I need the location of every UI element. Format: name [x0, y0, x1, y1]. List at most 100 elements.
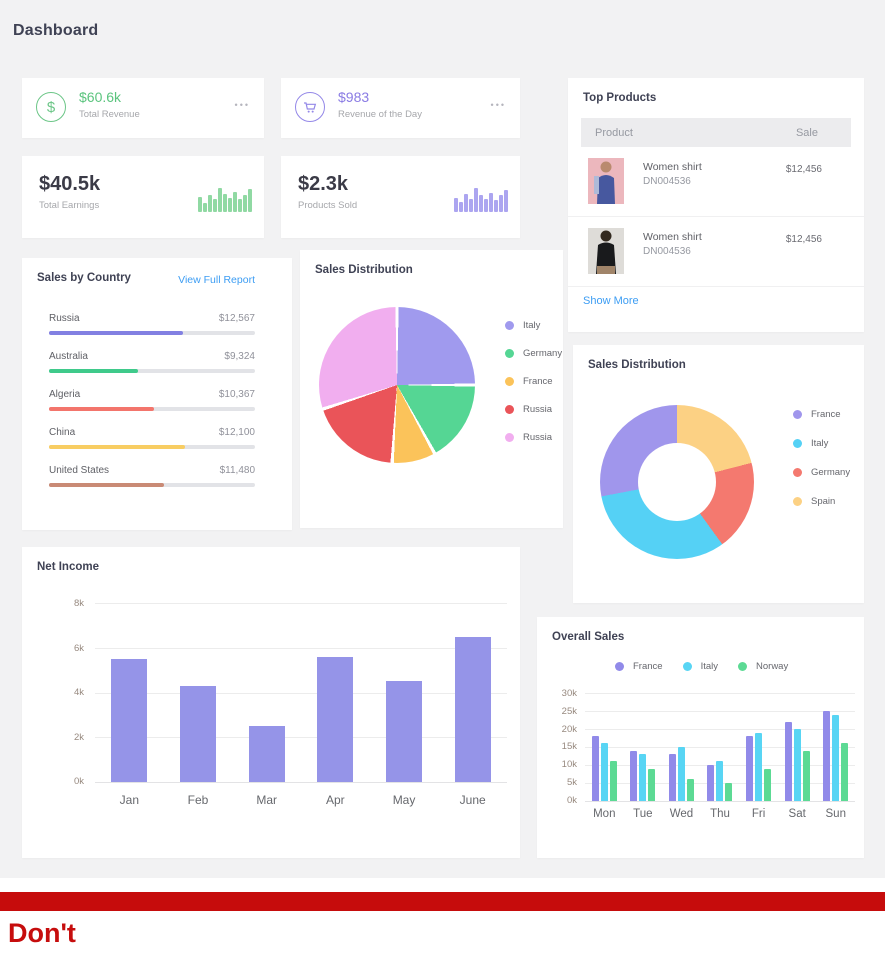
total-revenue-label: Total Revenue [79, 109, 140, 120]
country-amount: $12,100 [218, 427, 255, 438]
y-tick-label: 2k [73, 731, 84, 743]
legend-label: Russia [523, 404, 553, 415]
x-tick-label: Mon [593, 808, 616, 820]
sales-by-country-panel: Sales by Country View Full Report Russia… [22, 258, 292, 530]
sales-distribution-title: Sales Distribution [588, 359, 686, 371]
legend-label: Italy [523, 320, 541, 331]
gridline [585, 747, 855, 748]
products-sold-card: $2.3k Products Sold [281, 156, 520, 238]
country-bar-fill [49, 331, 183, 335]
sales-bar [677, 747, 685, 801]
legend-item: France [615, 661, 663, 672]
sales-bar [630, 750, 638, 801]
x-tick-label: Wed [669, 808, 694, 820]
legend-label: Spain [811, 496, 836, 507]
legend-item: Russia [505, 432, 562, 443]
sales-bar [591, 736, 599, 801]
red-divider-bar [0, 892, 885, 911]
overall-sales-chart [585, 693, 855, 802]
product-column-header: Product [595, 126, 633, 139]
y-tick-label: 30k [561, 688, 577, 699]
total-earnings-card: $40.5k Total Earnings [22, 156, 264, 238]
sales-bar [668, 754, 676, 801]
legend-dot-icon [505, 321, 514, 330]
legend-dot-icon [793, 468, 802, 477]
legend-label: Germany [811, 467, 851, 478]
sparkline-bar [499, 195, 503, 212]
product-image [588, 158, 624, 204]
products-sold-label: Products Sold [298, 200, 358, 211]
overall-sales-legend: France Italy Norway [615, 661, 788, 672]
country-bar-track [49, 445, 255, 449]
net-income-bar [317, 656, 354, 782]
pie-legend: Italy Germany France Russia Russia [505, 320, 562, 443]
x-tick-label: Sat [788, 808, 806, 820]
sparkline-bar [233, 192, 237, 212]
sales-bar [793, 729, 801, 801]
country-name: Russia [49, 313, 80, 324]
sales-bar [841, 743, 849, 801]
products-sold-value: $2.3k [298, 173, 349, 195]
sparkline-bar [213, 199, 217, 212]
sales-bar [832, 714, 840, 801]
legend-item: France [505, 376, 562, 387]
view-full-report-link[interactable]: View Full Report [178, 274, 255, 286]
legend-dot-icon [682, 662, 692, 671]
country-name: United States [49, 465, 110, 476]
show-more-link[interactable]: Show More [583, 295, 639, 307]
x-tick-label: Tue [633, 808, 653, 820]
legend-item: Spain [793, 496, 850, 507]
sales-distribution-donut-panel: Sales Distribution France Italy Germany Spa… [573, 345, 864, 603]
sparkline-bar [243, 195, 247, 212]
sparkline-bar [203, 203, 207, 212]
legend-dot-icon [793, 439, 802, 448]
more-options-icon[interactable]: ••• [490, 100, 506, 110]
legend-item: Germany [505, 348, 562, 359]
country-amount: $12,567 [218, 313, 255, 324]
product-code: DN004536 [643, 246, 691, 257]
gridline [585, 728, 855, 730]
sparkline-bar [504, 190, 508, 212]
sparkline-bar [223, 194, 227, 212]
x-tick-label: Fri [751, 808, 766, 820]
y-axis-labels: 30k 25k 20k 15k 10k 5k 0k [545, 688, 577, 806]
more-options-icon[interactable]: ••• [234, 100, 250, 110]
gridline [585, 710, 855, 712]
legend-label: Italy [700, 661, 719, 672]
x-tick-label: Feb [187, 793, 209, 807]
sparkline-bar [479, 195, 483, 212]
legend-label: Russia [523, 432, 553, 443]
products-sparkline [454, 185, 510, 212]
table-row[interactable]: Women shirt DN004536 $12,456 [568, 217, 864, 287]
sales-bar [764, 768, 772, 801]
y-tick-label: 6k [73, 642, 84, 654]
country-amount: $10,367 [218, 389, 255, 400]
sales-bar [707, 765, 715, 801]
revenue-of-day-label: Revenue of the Day [338, 109, 422, 120]
sparkline-bar [454, 198, 458, 212]
cart-icon [295, 92, 325, 122]
product-code: DN004536 [643, 176, 691, 187]
x-axis-labels: Jan Feb Mar Apr May June [95, 793, 507, 807]
table-row[interactable]: Women shirt DN004536 $12,456 [568, 147, 864, 217]
total-earnings-label: Total Earnings [39, 200, 100, 211]
country-bar-track [49, 407, 255, 411]
country-row: Australia $9,324 [49, 351, 255, 373]
sales-bar [784, 721, 792, 801]
page-title: Dashboard [13, 22, 99, 39]
sales-distribution-pie-panel: Sales Distribution Italy Germany France Rus… [300, 250, 563, 528]
country-row: Algeria $10,367 [49, 389, 255, 411]
sales-bar [725, 783, 733, 801]
sparkline-bar [228, 198, 232, 212]
gridline [95, 692, 507, 694]
country-row: China $12,100 [49, 427, 255, 449]
sales-bar [823, 711, 831, 801]
revenue-of-day-card: $983 Revenue of the Day ••• [281, 78, 520, 138]
sparkline-bar [494, 200, 498, 212]
x-tick-label: Jan [119, 793, 140, 807]
pie-chart [319, 307, 475, 463]
legend-dot-icon [505, 405, 514, 414]
country-name: Algeria [49, 389, 81, 400]
legend-dot-icon [793, 497, 802, 506]
